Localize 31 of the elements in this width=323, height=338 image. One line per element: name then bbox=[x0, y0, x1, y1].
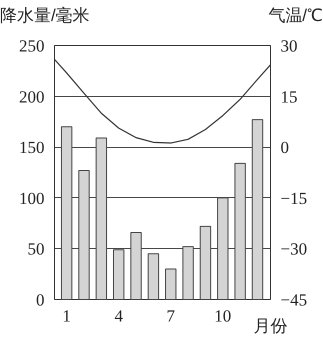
bar bbox=[112, 249, 124, 300]
x-tick-label: 1 bbox=[62, 306, 71, 326]
y2-tick-label: 15 bbox=[280, 87, 298, 106]
bar bbox=[78, 170, 90, 300]
bar bbox=[148, 253, 160, 300]
y-tick-label: 100 bbox=[19, 188, 44, 208]
y2-tick-label: 30 bbox=[280, 36, 298, 56]
bar bbox=[96, 137, 108, 300]
y-tick-label: 0 bbox=[36, 290, 44, 310]
x-axis-title: 月份 bbox=[254, 316, 288, 336]
y2-tick-label: −30 bbox=[280, 240, 308, 259]
bar bbox=[60, 126, 72, 300]
y2-tick-label: 0 bbox=[280, 138, 289, 158]
x-tick-label: 4 bbox=[114, 306, 124, 326]
y-tick-label: 250 bbox=[19, 36, 44, 56]
bar bbox=[130, 232, 142, 300]
y-tick-label: 150 bbox=[19, 138, 44, 158]
y2-tick-label: −15 bbox=[280, 188, 308, 208]
y-tick-label: 50 bbox=[28, 240, 44, 259]
bar bbox=[252, 119, 264, 300]
y2-axis-title: 气温/℃ bbox=[268, 5, 323, 27]
bar bbox=[165, 268, 176, 300]
y-axis-title: 降水量/毫米 bbox=[0, 5, 90, 27]
y2-tick-label: −45 bbox=[280, 290, 308, 310]
x-tick-label: 7 bbox=[166, 306, 176, 326]
bar bbox=[234, 162, 246, 300]
y-tick-label: 200 bbox=[19, 87, 44, 106]
bar bbox=[182, 246, 194, 300]
bar bbox=[200, 226, 212, 300]
bar bbox=[217, 197, 228, 300]
x-tick-label: 10 bbox=[214, 306, 232, 326]
